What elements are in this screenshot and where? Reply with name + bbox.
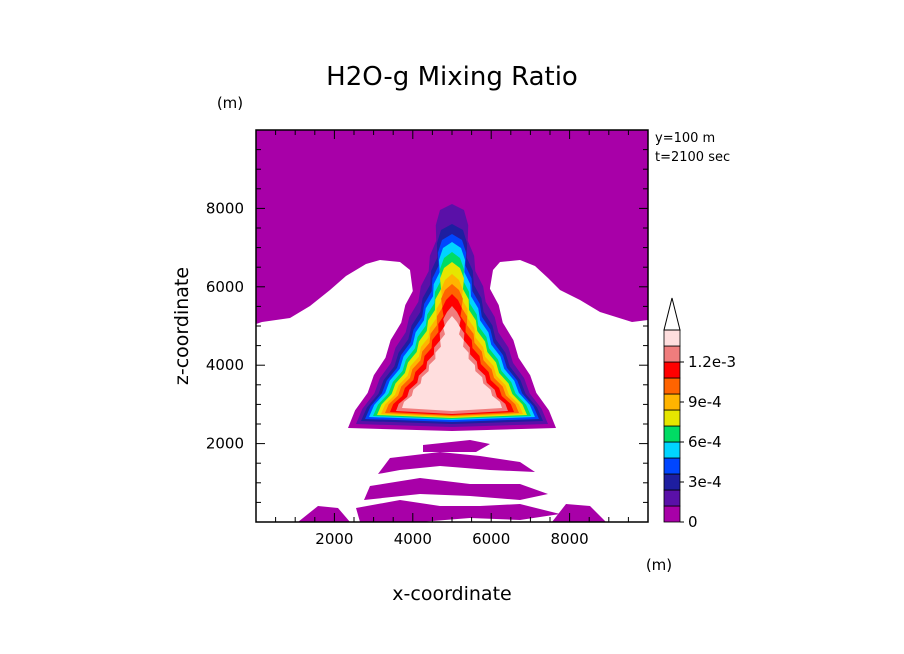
colorbar-swatch <box>663 457 681 475</box>
x-tick-label: 6000 <box>472 530 510 548</box>
colorbar-label: 0 <box>688 513 698 531</box>
x-axis-title: x-coordinate <box>392 583 511 605</box>
time-annotation: t=2100 sec <box>655 150 730 165</box>
right-side-lobe-level-4 <box>648 268 678 290</box>
colorbar-swatch <box>663 409 681 427</box>
colorbar-swatch <box>663 489 681 507</box>
y-axis-title: z-coordinate <box>171 267 193 385</box>
lower-band-4 <box>298 506 350 522</box>
y-tick-label: 8000 <box>206 199 244 217</box>
colorbar-swatch <box>663 441 681 459</box>
colorbar-label: 9e-4 <box>688 393 722 411</box>
colorbar-label: 3e-4 <box>688 473 722 491</box>
x-tick-label: 8000 <box>551 530 589 548</box>
lower-band-0 <box>423 440 490 452</box>
colorbar-label: 6e-4 <box>688 433 722 451</box>
colorbar-swatch <box>663 361 681 379</box>
lower-band-2 <box>364 478 548 500</box>
y-axis-unit: (m) <box>217 94 243 112</box>
plume-level-11 <box>402 316 502 411</box>
contour-plot <box>144 130 760 522</box>
lower-band-1 <box>378 452 535 474</box>
colorbar-label: 1.2e-3 <box>688 353 736 371</box>
y-tick-label: 4000 <box>206 356 244 374</box>
colorbar-swatch <box>663 345 681 363</box>
y-tick-label: 2000 <box>206 435 244 453</box>
right-side-lobe-level-2 <box>648 240 724 292</box>
right-side-lobe-level-1 <box>648 220 740 306</box>
y-tick-label: 6000 <box>206 278 244 296</box>
right-side-lobe-level-3 <box>648 256 694 290</box>
y-position-annotation: y=100 m <box>655 131 715 146</box>
contour-layer <box>144 130 760 522</box>
axes: 2000 4000 6000 8000 2000 4000 6000 8000 <box>206 129 649 548</box>
x-axis-unit: (m) <box>646 556 672 574</box>
colorbar-swatch <box>663 473 681 491</box>
lower-band-5 <box>552 504 606 522</box>
colorbar-extend-arrow <box>663 297 681 331</box>
left-side-lobe-level-0 <box>144 206 256 330</box>
colorbar-swatch <box>663 425 681 443</box>
x-tick-label: 2000 <box>315 530 353 548</box>
colorbar-swatch <box>663 329 681 347</box>
colorbar-swatch <box>663 393 681 411</box>
x-tick-label: 4000 <box>394 530 432 548</box>
colorbar-swatch <box>663 505 681 523</box>
lower-band-3 <box>356 500 560 522</box>
colorbar: 0 3e-4 6e-4 9e-4 1.2e-3 <box>663 297 736 531</box>
colorbar-swatch <box>663 377 681 395</box>
chart-title: H2O-g Mixing Ratio <box>326 62 578 92</box>
right-side-lobe-small-lobe <box>702 299 734 311</box>
right-side-lobe-level-0 <box>648 206 760 330</box>
